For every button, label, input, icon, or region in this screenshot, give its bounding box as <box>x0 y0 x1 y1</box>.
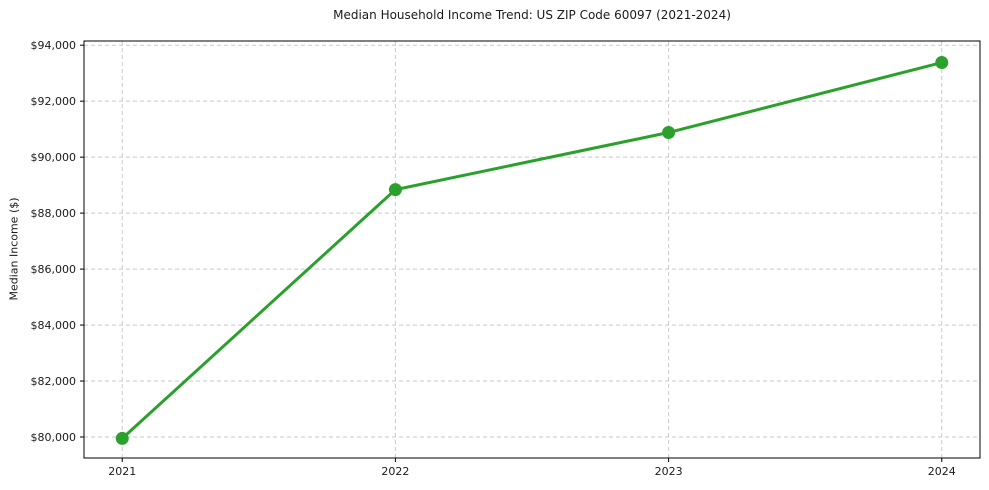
x-tick-label: 2024 <box>928 465 956 478</box>
data-point-2023 <box>662 126 676 140</box>
y-tick-label: $80,000 <box>31 431 77 444</box>
data-line <box>120 61 944 440</box>
x-tick-label: 2022 <box>381 465 409 478</box>
y-tick-label: $90,000 <box>31 151 77 164</box>
data-point-2024 <box>935 56 949 70</box>
y-tick-label: $84,000 <box>31 319 77 332</box>
y-tick-label: $88,000 <box>31 207 77 220</box>
y-tick-label: $82,000 <box>31 375 77 388</box>
x-tick-label: 2021 <box>108 465 136 478</box>
y-tick-label: $92,000 <box>31 95 77 108</box>
chart-title: Median Household Income Trend: US ZIP Co… <box>333 8 731 22</box>
y-tick-label: $94,000 <box>31 39 77 52</box>
x-tick-label: 2023 <box>655 465 683 478</box>
plot-border <box>83 40 981 459</box>
data-point-2021 <box>115 431 129 445</box>
data-point-2022 <box>388 183 402 197</box>
y-tick-label: $86,000 <box>31 263 77 276</box>
